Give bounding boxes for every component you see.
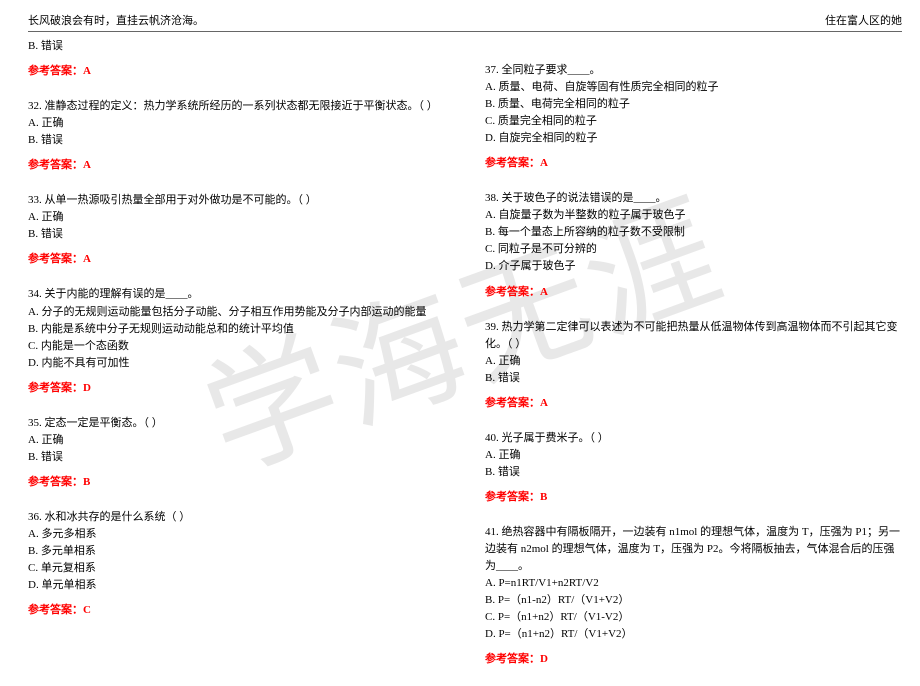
question-block: 34. 关于内能的理解有误的是____。 A. 分子的无规则运动能量包括分子动能…	[28, 286, 445, 396]
answer-line: 参考答案：A	[485, 395, 902, 412]
question-option: C. 单元复相系	[28, 560, 445, 577]
question-option: B. 错误	[485, 464, 902, 481]
question-option: A. 分子的无规则运动能量包括分子动能、分子相互作用势能及分子内部运动的能量	[28, 304, 445, 321]
question-option: A. 自旋量子数为半整数的粒子属于玻色子	[485, 207, 902, 224]
question-stem: 34. 关于内能的理解有误的是____。	[28, 286, 445, 303]
question-option: A. 正确	[485, 447, 902, 464]
question-option: A. 正确	[28, 115, 445, 132]
question-option: D. P=（n1+n2）RT/（V1+V2）	[485, 626, 902, 643]
question-option: B. 错误	[28, 132, 445, 149]
answer-value: B	[540, 491, 547, 503]
question-stem: 38. 关于玻色子的说法错误的是____。	[485, 190, 902, 207]
answer-line: 参考答案：C	[28, 602, 445, 619]
answer-label: 参考答案：	[28, 604, 83, 616]
question-option: D. 自旋完全相同的粒子	[485, 130, 902, 147]
question-block: 39. 热力学第二定律可以表述为不可能把热量从低温物体传到高温物体而不引起其它变…	[485, 319, 902, 412]
right-column: 37. 全同粒子要求____。 A. 质量、电荷、自旋等固有性质完全相同的粒子 …	[485, 38, 902, 686]
question-block: 41. 绝热容器中有隔板隔开，一边装有 n1mol 的理想气体，温度为 T，压强…	[485, 524, 902, 668]
question-option: B. 错误	[28, 38, 445, 55]
answer-line: 参考答案：A	[28, 157, 445, 174]
question-option: A. 质量、电荷、自旋等固有性质完全相同的粒子	[485, 79, 902, 96]
answer-line: 参考答案：A	[485, 155, 902, 172]
question-block: 33. 从单一热源吸引热量全部用于对外做功是不可能的。（ ） A. 正确 B. …	[28, 192, 445, 268]
answer-value: A	[83, 159, 91, 171]
answer-line: 参考答案：A	[28, 251, 445, 268]
question-stem: 35. 定态一定是平衡态。（ ）	[28, 415, 445, 432]
answer-label: 参考答案：	[485, 157, 540, 169]
question-stem: 37. 全同粒子要求____。	[485, 62, 902, 79]
question-block: 38. 关于玻色子的说法错误的是____。 A. 自旋量子数为半整数的粒子属于玻…	[485, 190, 902, 300]
answer-value: A	[540, 397, 548, 409]
question-option: B. P=（n1-n2）RT/（V1+V2）	[485, 592, 902, 609]
answer-line: 参考答案：D	[485, 651, 902, 668]
question-block: B. 错误 参考答案：A	[28, 38, 445, 80]
question-option: B. 多元单相系	[28, 543, 445, 560]
question-option: D. 内能不具有可加性	[28, 355, 445, 372]
question-option: C. 内能是一个态函数	[28, 338, 445, 355]
answer-value: A	[540, 286, 548, 298]
answer-label: 参考答案：	[485, 397, 540, 409]
question-option: A. 正确	[485, 353, 902, 370]
question-block: 40. 光子属于费米子。（ ） A. 正确 B. 错误 参考答案：B	[485, 430, 902, 506]
answer-value: A	[540, 157, 548, 169]
question-option: C. P=（n1+n2）RT/（V1-V2）	[485, 609, 902, 626]
question-stem: 33. 从单一热源吸引热量全部用于对外做功是不可能的。（ ）	[28, 192, 445, 209]
question-option: A. P=n1RT/V1+n2RT/V2	[485, 575, 902, 592]
left-column: B. 错误 参考答案：A 32. 准静态过程的定义：热力学系统所经历的一系列状态…	[28, 38, 445, 686]
question-block: 37. 全同粒子要求____。 A. 质量、电荷、自旋等固有性质完全相同的粒子 …	[485, 62, 902, 172]
question-option: B. 质量、电荷完全相同的粒子	[485, 96, 902, 113]
question-option: A. 正确	[28, 209, 445, 226]
answer-value: A	[83, 253, 91, 265]
question-block: 36. 水和冰共存的是什么系统（ ） A. 多元多相系 B. 多元单相系 C. …	[28, 509, 445, 619]
answer-value: C	[83, 604, 91, 616]
question-stem: 40. 光子属于费米子。（ ）	[485, 430, 902, 447]
question-stem: 32. 准静态过程的定义：热力学系统所经历的一系列状态都无限接近于平衡状态。（ …	[28, 98, 445, 115]
answer-line: 参考答案：D	[28, 380, 445, 397]
answer-label: 参考答案：	[28, 253, 83, 265]
question-option: A. 多元多相系	[28, 526, 445, 543]
answer-label: 参考答案：	[28, 382, 83, 394]
answer-label: 参考答案：	[28, 65, 83, 77]
answer-label: 参考答案：	[28, 476, 83, 488]
question-option: B. 错误	[28, 226, 445, 243]
question-block: 32. 准静态过程的定义：热力学系统所经历的一系列状态都无限接近于平衡状态。（ …	[28, 98, 445, 174]
question-stem: 36. 水和冰共存的是什么系统（ ）	[28, 509, 445, 526]
answer-value: B	[83, 476, 90, 488]
answer-value: D	[540, 653, 548, 665]
question-option: C. 同粒子是不可分辨的	[485, 241, 902, 258]
answer-line: 参考答案：A	[485, 284, 902, 301]
question-option: B. 内能是系统中分子无规则运动动能总和的统计平均值	[28, 321, 445, 338]
page-container: 长风破浪会有时，直挂云帆济沧海。 住在富人区的她 B. 错误 参考答案：A 32…	[0, 0, 920, 686]
two-column-layout: B. 错误 参考答案：A 32. 准静态过程的定义：热力学系统所经历的一系列状态…	[28, 38, 902, 686]
question-option: B. 错误	[485, 370, 902, 387]
answer-label: 参考答案：	[28, 159, 83, 171]
answer-label: 参考答案：	[485, 491, 540, 503]
header-left: 长风破浪会有时，直挂云帆济沧海。	[28, 12, 204, 28]
question-option: C. 质量完全相同的粒子	[485, 113, 902, 130]
question-option: D. 介子属于玻色子	[485, 258, 902, 275]
answer-value: A	[83, 65, 91, 77]
answer-line: 参考答案：A	[28, 63, 445, 80]
answer-label: 参考答案：	[485, 653, 540, 665]
answer-label: 参考答案：	[485, 286, 540, 298]
answer-line: 参考答案：B	[485, 489, 902, 506]
question-option: D. 单元单相系	[28, 577, 445, 594]
header-right: 住在富人区的她	[825, 12, 902, 28]
question-stem: 39. 热力学第二定律可以表述为不可能把热量从低温物体传到高温物体而不引起其它变…	[485, 319, 902, 353]
question-stem: 41. 绝热容器中有隔板隔开，一边装有 n1mol 的理想气体，温度为 T，压强…	[485, 524, 902, 575]
question-option: A. 正确	[28, 432, 445, 449]
question-block: 35. 定态一定是平衡态。（ ） A. 正确 B. 错误 参考答案：B	[28, 415, 445, 491]
answer-line: 参考答案：B	[28, 474, 445, 491]
question-option: B. 每一个量态上所容纳的粒子数不受限制	[485, 224, 902, 241]
answer-value: D	[83, 382, 91, 394]
question-option: B. 错误	[28, 449, 445, 466]
page-header: 长风破浪会有时，直挂云帆济沧海。 住在富人区的她	[28, 12, 902, 32]
